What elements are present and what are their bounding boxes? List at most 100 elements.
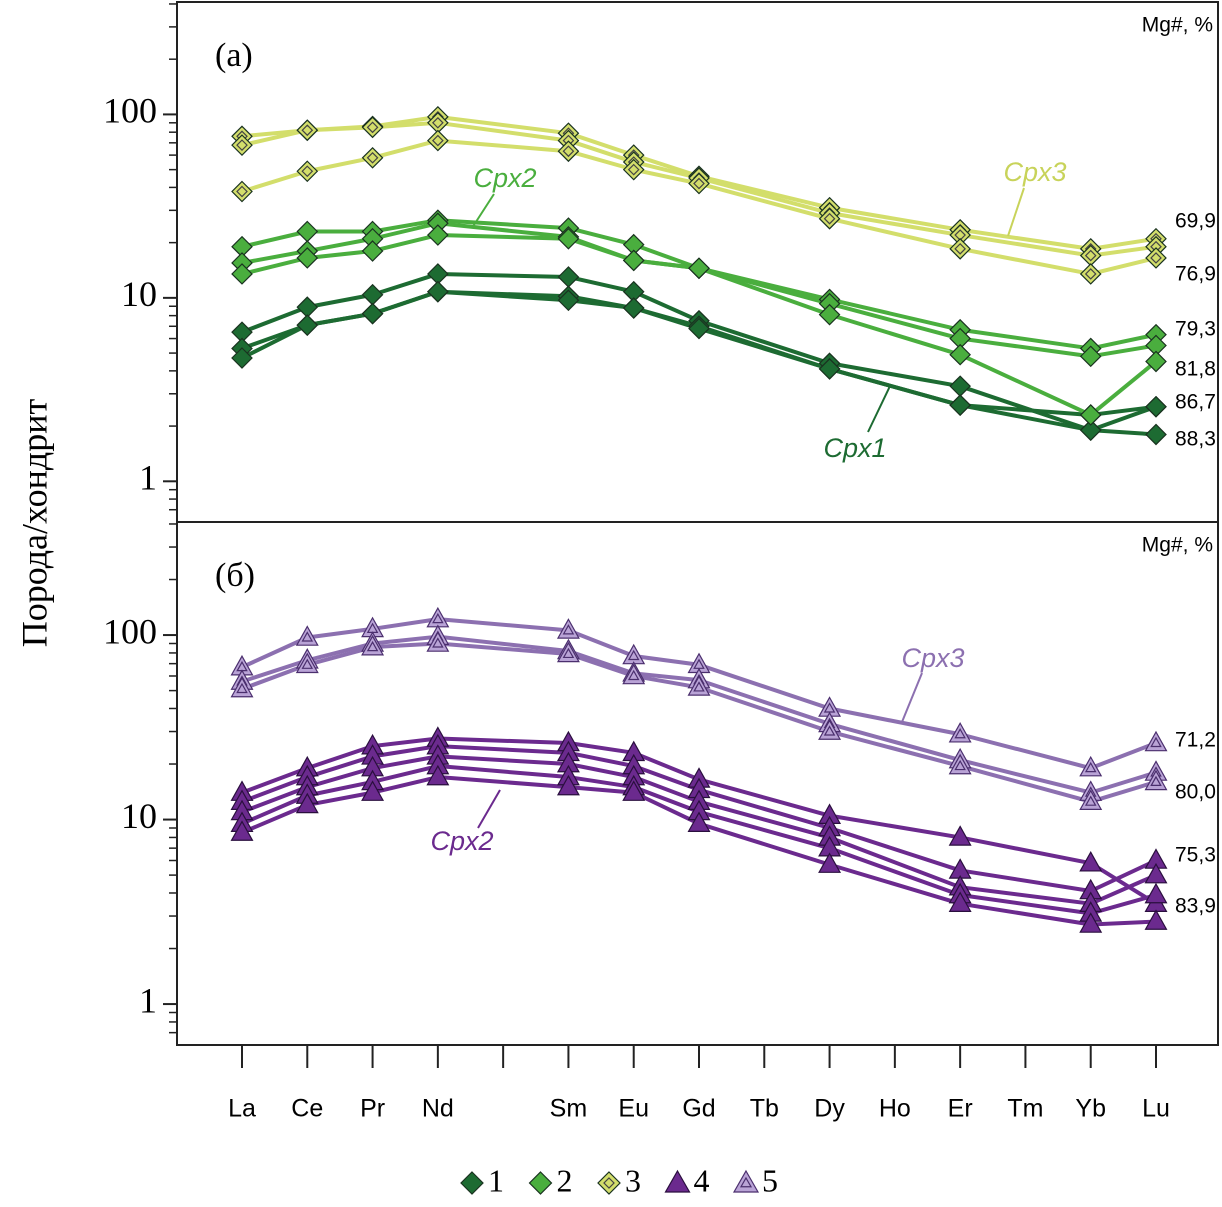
marker-shape [296, 314, 319, 336]
x-tick-label: Lu [1142, 1095, 1170, 1123]
marker [1079, 850, 1103, 872]
series-segment [827, 297, 963, 332]
marker-shape [622, 297, 645, 319]
series-segment [697, 174, 832, 210]
marker-inner [627, 649, 640, 661]
leader-line [1007, 187, 1025, 237]
marker-shape [230, 820, 254, 841]
series-segment [1088, 404, 1158, 433]
mg-label: 83,9 [1175, 895, 1216, 918]
series-segment [631, 242, 701, 271]
y-tick-label: 10 [121, 274, 157, 314]
series-segment [1088, 919, 1158, 927]
series-segment [697, 176, 832, 216]
series-segment [305, 292, 375, 310]
legend-marker [664, 1169, 691, 1193]
marker [1079, 263, 1102, 285]
y-axis-label: Порода/хондрит [14, 399, 54, 648]
marker-shape [426, 631, 450, 652]
series-segment [958, 246, 1093, 276]
marker-inner [432, 612, 444, 624]
x-tick-label: La [228, 1095, 256, 1123]
series-segment [827, 835, 963, 890]
marker-shape [818, 303, 841, 326]
series-segment [240, 658, 310, 684]
marker-shape [426, 606, 450, 628]
marker-shape [295, 625, 319, 646]
series-segment [566, 131, 636, 158]
series-segment [566, 651, 636, 678]
marker [1144, 909, 1168, 930]
marker-inner [562, 647, 575, 659]
annotation: Mg#, % [1142, 14, 1213, 37]
series-segment [1088, 779, 1158, 804]
series-segment [370, 617, 440, 631]
marker [818, 207, 841, 230]
y-tick-label: 100 [103, 611, 157, 651]
marker-shape [1079, 755, 1103, 777]
series-segment [305, 125, 375, 133]
marker-shape [1144, 769, 1168, 791]
marker [948, 891, 972, 912]
marker-shape [1079, 404, 1102, 426]
series-segment [827, 312, 963, 357]
marker-shape [361, 634, 385, 656]
series-segment [435, 754, 571, 767]
series-segment [1088, 428, 1158, 437]
marker [361, 116, 384, 139]
marker-inner [301, 631, 314, 642]
series-segment [1088, 244, 1158, 258]
marker-shape [556, 641, 580, 663]
series-segment [305, 311, 375, 328]
series-segment [697, 326, 832, 371]
series-segment [566, 298, 636, 311]
series-segment [240, 229, 310, 249]
series-segment [631, 167, 701, 186]
marker [361, 146, 384, 169]
marker-shape [361, 116, 384, 139]
series-segment [697, 662, 832, 711]
marker-shape [361, 780, 385, 801]
series-segment [958, 327, 1093, 351]
marker-shape [427, 224, 449, 246]
marker-shape [818, 719, 842, 740]
x-tick-label: Dy [814, 1095, 845, 1123]
marker [818, 852, 842, 873]
legend-label: 3 [625, 1162, 641, 1198]
series-segment [305, 641, 375, 663]
series-segment [240, 323, 310, 361]
marker [427, 280, 449, 303]
marker [622, 297, 645, 319]
series-segment [370, 271, 440, 297]
x-tick-label: Tm [1007, 1095, 1043, 1123]
marker [556, 618, 580, 639]
series-segment [827, 216, 963, 251]
series-segment [697, 809, 832, 851]
x-tick-label: Ce [291, 1095, 323, 1123]
marker-shape [296, 247, 319, 269]
series-segment [370, 736, 440, 749]
marker-shape [688, 257, 710, 280]
marker [948, 722, 972, 743]
marker-shape [361, 302, 384, 325]
marker-shape [556, 618, 580, 639]
series-segment [566, 750, 636, 769]
series-segment [958, 352, 1093, 417]
marker-shape [361, 240, 384, 262]
mg-label: 81,8 [1175, 358, 1216, 381]
marker-shape [557, 227, 580, 250]
marker-shape [296, 296, 319, 318]
marker-shape [231, 180, 253, 203]
y-tick-label: 100 [103, 91, 157, 131]
series-segment [305, 744, 375, 771]
series-segment [240, 305, 310, 335]
series-segment [566, 785, 636, 795]
marker [622, 663, 646, 685]
series-segment [631, 258, 701, 271]
marker [230, 676, 254, 698]
marker [427, 129, 449, 152]
marker-shape [687, 811, 711, 832]
panel-label: (б) [215, 557, 255, 594]
series-segment [435, 775, 571, 790]
series-segment [1088, 255, 1158, 276]
